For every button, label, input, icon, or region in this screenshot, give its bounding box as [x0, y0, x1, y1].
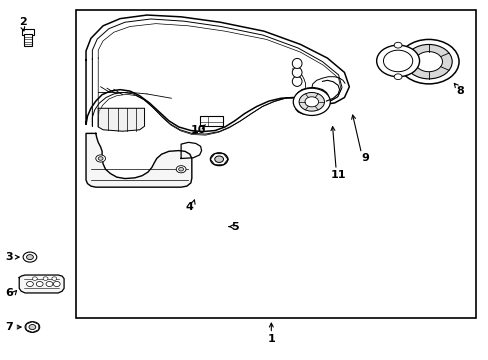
Circle shape [98, 157, 103, 160]
Polygon shape [86, 134, 191, 187]
Text: 6: 6 [5, 288, 13, 298]
Circle shape [43, 277, 48, 280]
Circle shape [52, 277, 57, 280]
Circle shape [36, 282, 43, 287]
Circle shape [176, 166, 185, 173]
Ellipse shape [292, 76, 302, 86]
Circle shape [393, 42, 401, 48]
Circle shape [398, 40, 458, 84]
Circle shape [26, 255, 33, 260]
Circle shape [23, 252, 37, 262]
Circle shape [46, 282, 53, 287]
Circle shape [305, 97, 318, 107]
Circle shape [393, 74, 401, 80]
Polygon shape [19, 275, 64, 293]
Circle shape [53, 282, 60, 287]
Polygon shape [86, 15, 348, 132]
Ellipse shape [292, 58, 302, 68]
Circle shape [29, 324, 36, 329]
Circle shape [26, 282, 33, 287]
Text: 10: 10 [190, 125, 205, 135]
Text: 2: 2 [19, 17, 26, 27]
Bar [199, 116, 223, 126]
Circle shape [32, 277, 37, 280]
Text: 11: 11 [330, 170, 345, 180]
Circle shape [383, 50, 412, 72]
Circle shape [178, 167, 183, 171]
Text: 7: 7 [5, 322, 13, 332]
Text: 4: 4 [185, 202, 193, 212]
Bar [76, 10, 475, 318]
Text: 9: 9 [361, 153, 368, 163]
Circle shape [210, 153, 227, 166]
Circle shape [214, 156, 223, 162]
Text: 1: 1 [267, 333, 275, 343]
Text: 3: 3 [6, 252, 13, 262]
Ellipse shape [292, 67, 302, 77]
Circle shape [293, 88, 330, 116]
Circle shape [376, 45, 419, 77]
Circle shape [405, 44, 451, 79]
Bar [22, 29, 34, 35]
Text: 8: 8 [455, 86, 463, 96]
Circle shape [414, 51, 442, 72]
Circle shape [299, 93, 324, 111]
Text: 5: 5 [230, 222, 238, 231]
Polygon shape [98, 108, 144, 131]
Circle shape [96, 155, 105, 162]
Bar [24, 34, 32, 45]
Circle shape [25, 321, 40, 332]
